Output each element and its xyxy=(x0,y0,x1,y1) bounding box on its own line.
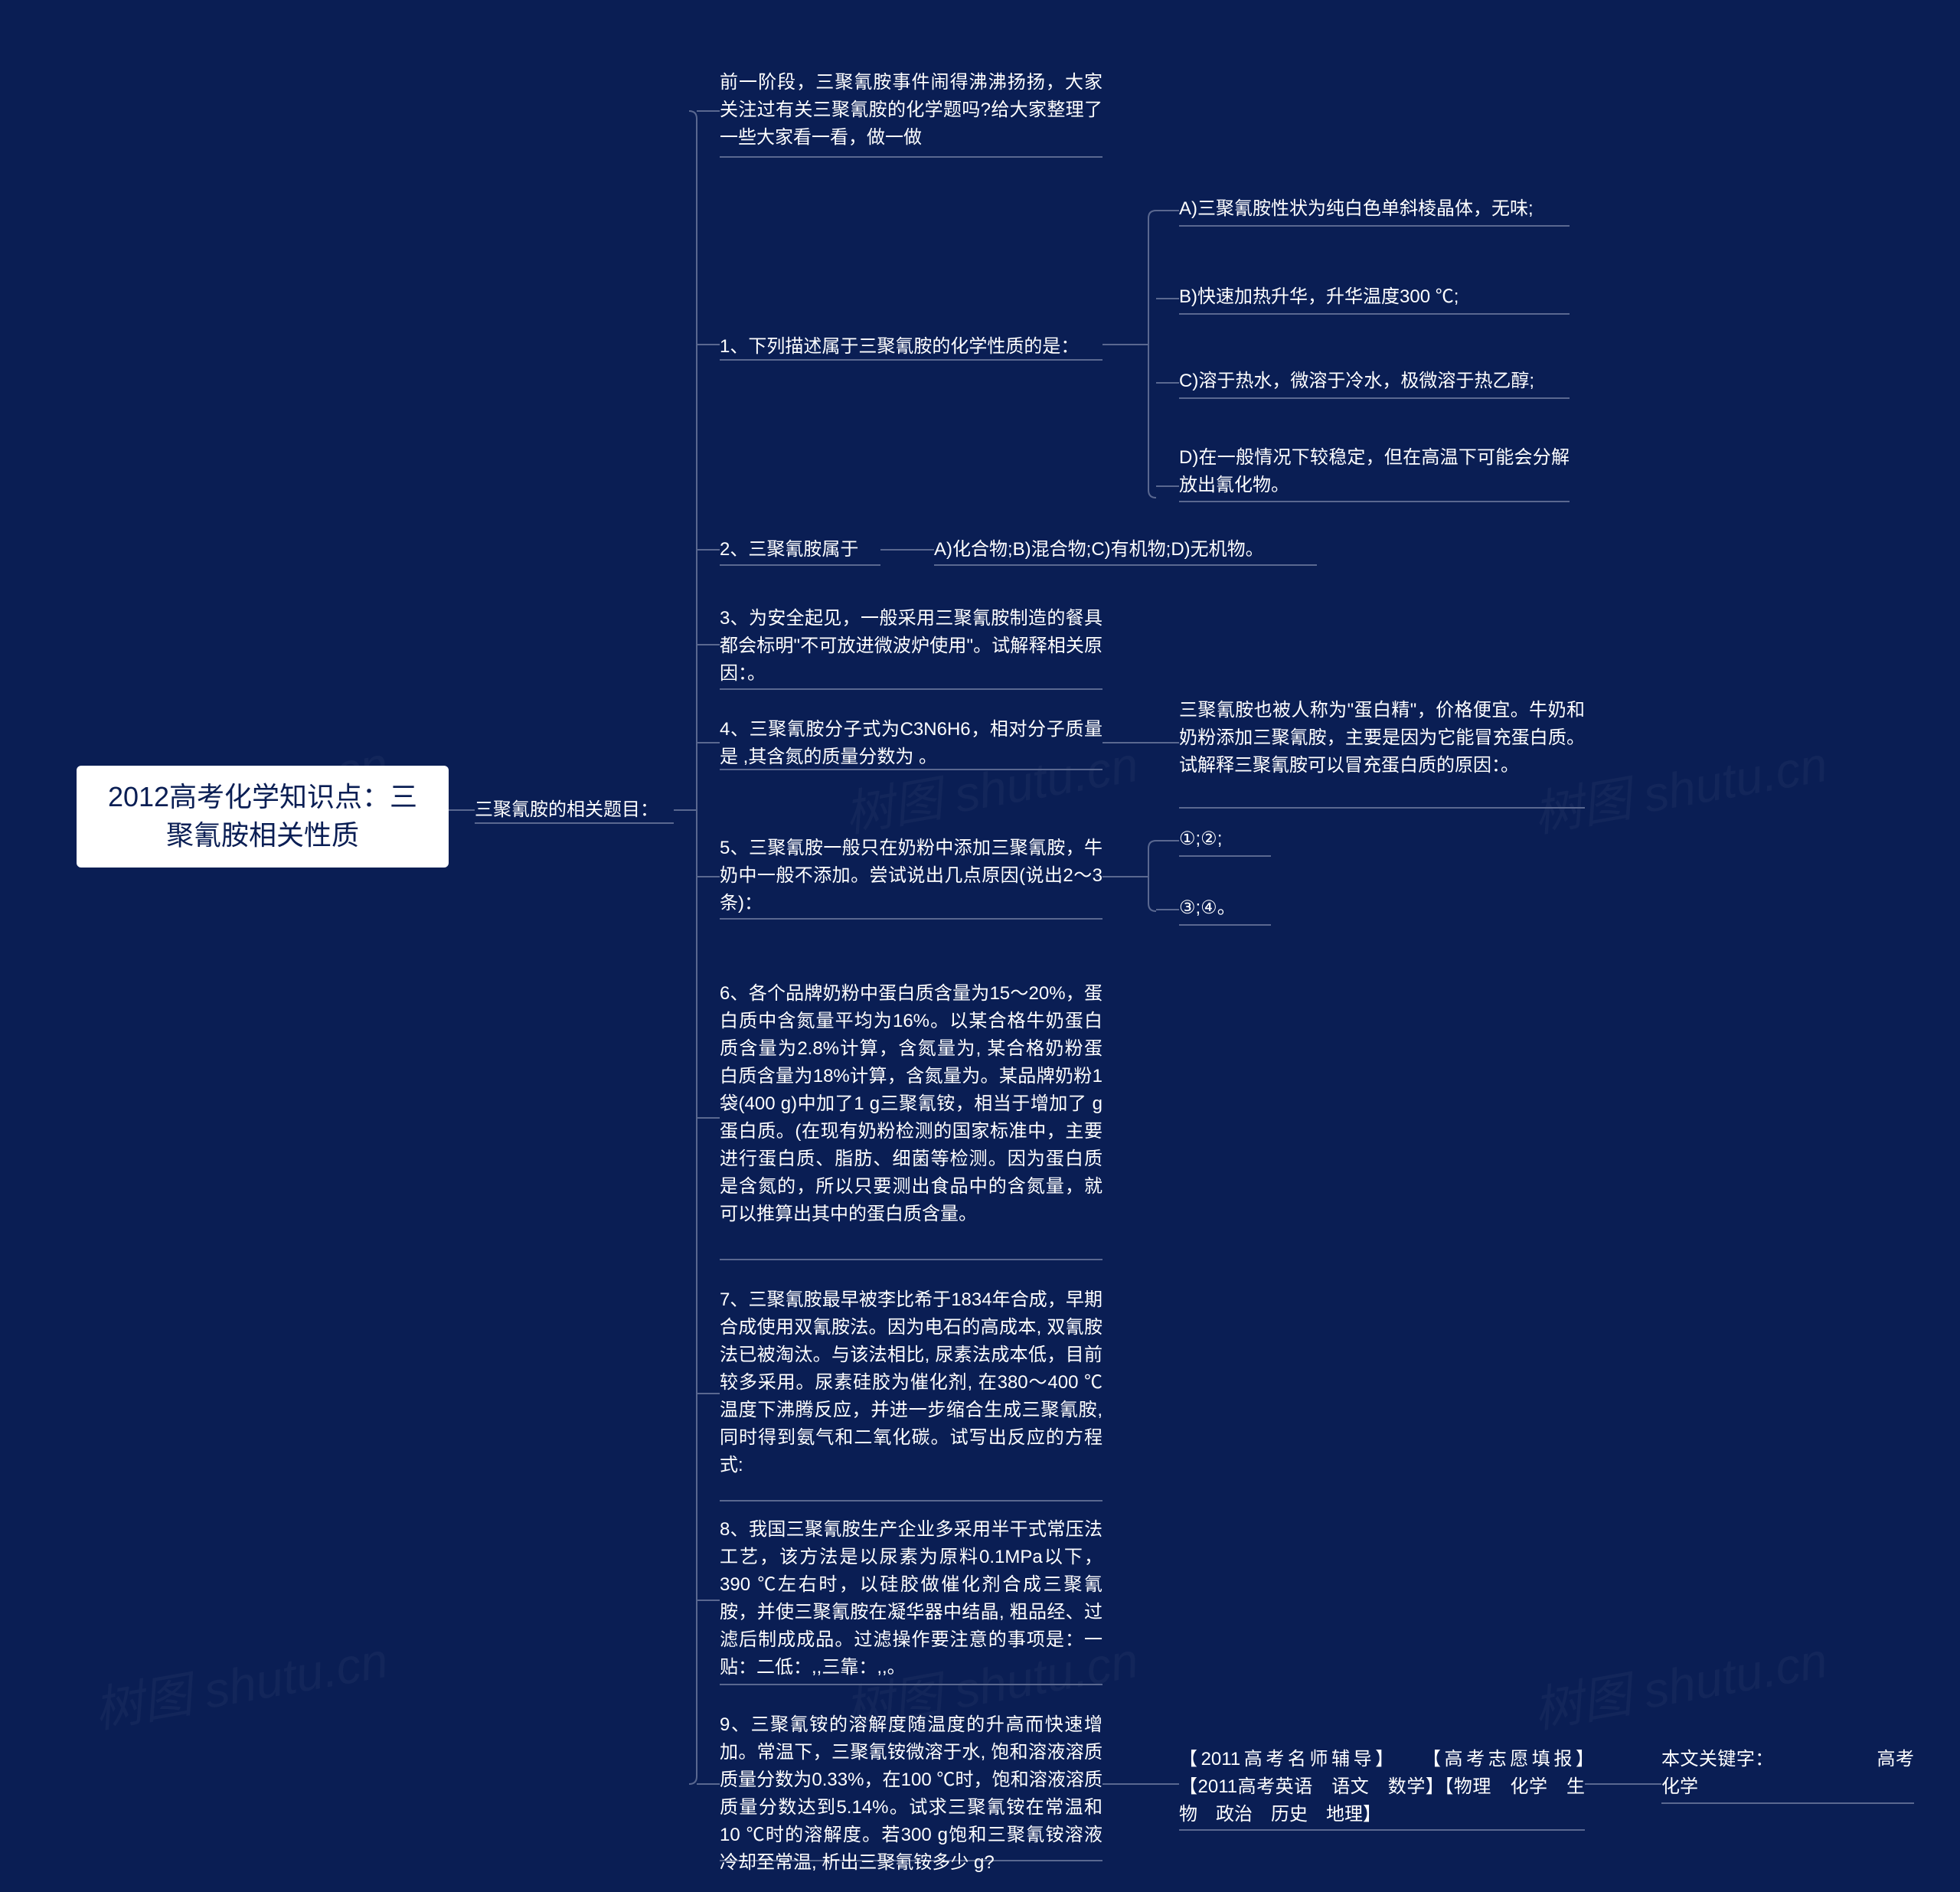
mindmap-node: 3、为安全起见，一般采用三聚氰胺制造的餐具都会标明"不可放进微波炉使用"。试解释… xyxy=(720,605,1102,688)
mindmap-canvas: 树图 shutu.cn 树图 shutu.cn 树图 shutu.cn 树图 s… xyxy=(0,0,1960,1892)
mindmap-node: ③;④。 xyxy=(1179,894,1271,922)
node-label: 7、三聚氰胺最早被李比希于1834年合成，早期合成使用双氰胺法。因为电石的高成本… xyxy=(720,1289,1102,1475)
mindmap-node: 前一阶段，三聚氰胺事件闹得沸沸扬扬，大家关注过有关三聚氰胺的化学题吗?给大家整理… xyxy=(720,69,1102,152)
node-label: 5、三聚氰胺一般只在奶粉中添加三聚氰胺，牛奶中一般不添加。尝试说出几点原因(说出… xyxy=(720,838,1102,913)
mindmap-node: D)在一般情况下较稳定，但在高温下可能会分解放出氰化物。 xyxy=(1179,444,1570,499)
mindmap-node: 【2011高考名师辅导】 【高考志愿填报】 【2011高考英语 语文 数学】【物… xyxy=(1179,1746,1585,1828)
node-label: 本文关键字： 高考化学 xyxy=(1661,1749,1914,1797)
node-label: A)三聚氰胺性状为纯白色单斜棱晶体，无味; xyxy=(1179,198,1534,219)
trunk-node: 三聚氰胺的相关题目： xyxy=(475,796,674,824)
node-label: ③;④。 xyxy=(1179,897,1236,918)
mindmap-node: ①;②; xyxy=(1179,825,1271,853)
node-label: D)在一般情况下较稳定，但在高温下可能会分解放出氰化物。 xyxy=(1179,447,1570,495)
mindmap-node: 本文关键字： 高考化学 xyxy=(1661,1746,1914,1801)
node-label: A)化合物;B)混合物;C)有机物;D)无机物。 xyxy=(934,539,1264,560)
mindmap-node: 7、三聚氰胺最早被李比希于1834年合成，早期合成使用双氰胺法。因为电石的高成本… xyxy=(720,1286,1102,1479)
root-node: 2012高考化学知识点：三聚氰胺相关性质 xyxy=(77,766,449,868)
mindmap-node: C)溶于热水，微溶于冷水，极微溶于热乙醇; xyxy=(1179,368,1570,395)
mindmap-node: B)快速加热升华，升华温度300 ℃; xyxy=(1179,283,1570,311)
watermark: 树图 shutu.cn xyxy=(88,1621,393,1742)
mindmap-node: 5、三聚氰胺一般只在奶粉中添加三聚氰胺，牛奶中一般不添加。尝试说出几点原因(说出… xyxy=(720,835,1102,917)
node-label: 三聚氰胺也被人称为"蛋白精"，价格便宜。牛奶和奶粉添加三聚氰胺，主要是因为它能冒… xyxy=(1179,700,1585,776)
mindmap-node: A)化合物;B)混合物;C)有机物;D)无机物。 xyxy=(934,536,1317,564)
mindmap-node: 8、我国三聚氰胺生产企业多采用半干式常压法工艺，该方法是以尿素为原料0.1MPa… xyxy=(720,1516,1102,1681)
mindmap-node: 三聚氰胺也被人称为"蛋白精"，价格便宜。牛奶和奶粉添加三聚氰胺，主要是因为它能冒… xyxy=(1179,697,1585,779)
watermark: 树图 shutu.cn xyxy=(1527,1621,1832,1742)
mindmap-node: 6、各个品牌奶粉中蛋白质含量为15～20%，蛋白质中含氮量平均为16%。以某合格… xyxy=(720,980,1102,1228)
node-label: ①;②; xyxy=(1179,828,1222,849)
root-label: 2012高考化学知识点：三聚氰胺相关性质 xyxy=(108,781,417,851)
node-label: 4、三聚氰胺分子式为C3N6H6，相对分子质量是 ,其含氮的质量分数为 。 xyxy=(720,719,1102,767)
node-label: 2、三聚氰胺属于 xyxy=(720,539,858,560)
mindmap-node: 4、三聚氰胺分子式为C3N6H6，相对分子质量是 ,其含氮的质量分数为 。 xyxy=(720,716,1102,771)
node-label: 6、各个品牌奶粉中蛋白质含量为15～20%，蛋白质中含氮量平均为16%。以某合格… xyxy=(720,983,1102,1224)
mindmap-node: 1、下列描述属于三聚氰胺的化学性质的是： xyxy=(720,333,1102,361)
mindmap-node: A)三聚氰胺性状为纯白色单斜棱晶体，无味; xyxy=(1179,195,1570,223)
node-label: B)快速加热升华，升华温度300 ℃; xyxy=(1179,286,1459,307)
mindmap-node: 2、三聚氰胺属于 xyxy=(720,536,888,564)
node-label: 3、为安全起见，一般采用三聚氰胺制造的餐具都会标明"不可放进微波炉使用"。试解释… xyxy=(720,608,1102,684)
node-label: 1、下列描述属于三聚氰胺的化学性质的是： xyxy=(720,336,1079,357)
mindmap-node: 9、三聚氰铵的溶解度随温度的升高而快速增加。常温下，三聚氰铵微溶于水, 饱和溶液… xyxy=(720,1711,1102,1877)
node-label: 9、三聚氰铵的溶解度随温度的升高而快速增加。常温下，三聚氰铵微溶于水, 饱和溶液… xyxy=(720,1714,1102,1873)
trunk-label: 三聚氰胺的相关题目： xyxy=(475,799,658,820)
node-label: 8、我国三聚氰胺生产企业多采用半干式常压法工艺，该方法是以尿素为原料0.1MPa… xyxy=(720,1519,1102,1678)
node-label: 【2011高考名师辅导】 【高考志愿填报】 【2011高考英语 语文 数学】【物… xyxy=(1179,1749,1622,1825)
node-label: 前一阶段，三聚氰胺事件闹得沸沸扬扬，大家关注过有关三聚氰胺的化学题吗?给大家整理… xyxy=(720,72,1102,148)
node-label: C)溶于热水，微溶于冷水，极微溶于热乙醇; xyxy=(1179,371,1534,391)
